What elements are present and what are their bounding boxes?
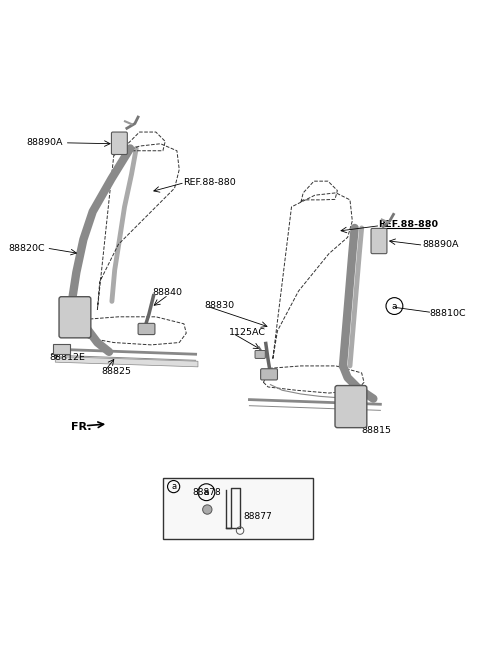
FancyBboxPatch shape — [53, 344, 70, 353]
FancyBboxPatch shape — [255, 350, 265, 359]
Text: 88890A: 88890A — [27, 139, 63, 147]
Text: a: a — [392, 302, 397, 311]
FancyBboxPatch shape — [371, 229, 387, 254]
Text: 1125AC: 1125AC — [229, 328, 266, 337]
Text: 88840: 88840 — [153, 288, 182, 296]
Text: 88890A: 88890A — [422, 240, 459, 249]
FancyBboxPatch shape — [335, 386, 367, 428]
Text: 88825: 88825 — [101, 367, 131, 376]
Text: FR.: FR. — [71, 422, 91, 432]
Text: 88810C: 88810C — [430, 309, 466, 318]
Text: 88878: 88878 — [192, 487, 221, 497]
Text: 88815: 88815 — [361, 426, 392, 434]
Polygon shape — [55, 357, 198, 367]
Text: 88830: 88830 — [204, 301, 234, 309]
Text: REF.88-880: REF.88-880 — [183, 178, 236, 187]
Circle shape — [203, 505, 212, 514]
FancyBboxPatch shape — [163, 478, 312, 539]
FancyBboxPatch shape — [261, 369, 277, 380]
Text: 88820C: 88820C — [8, 244, 45, 252]
FancyBboxPatch shape — [111, 132, 127, 154]
Text: 88877: 88877 — [244, 512, 273, 521]
FancyBboxPatch shape — [138, 323, 155, 334]
Text: a: a — [171, 482, 176, 491]
FancyBboxPatch shape — [59, 297, 91, 338]
Text: 88812E: 88812E — [49, 353, 85, 363]
Text: a: a — [204, 487, 209, 497]
Text: REF.88-880: REF.88-880 — [379, 220, 439, 229]
